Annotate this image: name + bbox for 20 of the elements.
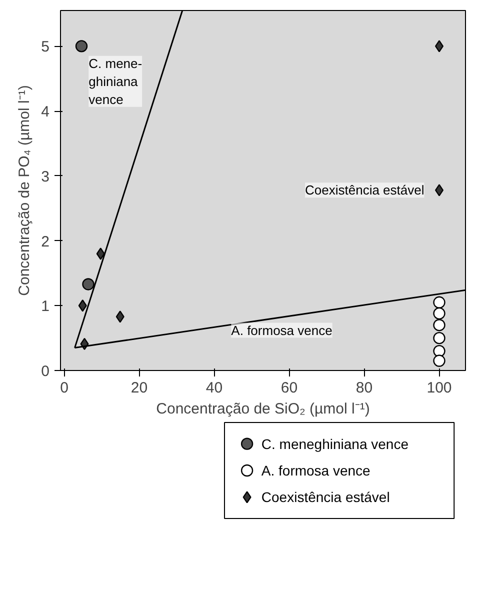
y-tick-label: 2 <box>41 233 50 250</box>
x-axis-title: Concentração de SiO₂ (µmol l⁻¹) <box>156 400 370 418</box>
annotation: Coexistência estável <box>305 182 424 198</box>
y-axis-title: Concentração de PO₄ (µmol l⁻¹) <box>16 85 34 296</box>
x-tick-label: 80 <box>356 380 373 396</box>
x-tick-label: 40 <box>206 380 223 396</box>
annotation: A. formosa vence <box>231 322 332 338</box>
x-tick-label: 100 <box>426 380 452 396</box>
legend-label: Coexistência estável <box>261 489 390 506</box>
y-tick-label: 5 <box>41 38 50 56</box>
x-tick-label: 60 <box>280 380 298 396</box>
y-tick-label: 1 <box>41 298 50 316</box>
y-tick-label: 3 <box>41 168 50 186</box>
y-tick-label: 4 <box>41 104 50 121</box>
x-tick-label: 0 <box>60 380 68 396</box>
x-tick-label: 20 <box>130 380 148 396</box>
legend-label: C. meneghiniana vence <box>261 436 409 452</box>
y-tick-label: 0 <box>41 363 50 380</box>
legend-label: A. formosa vence <box>261 462 371 478</box>
annotation: C. mene- ghiniana vence <box>88 56 142 107</box>
